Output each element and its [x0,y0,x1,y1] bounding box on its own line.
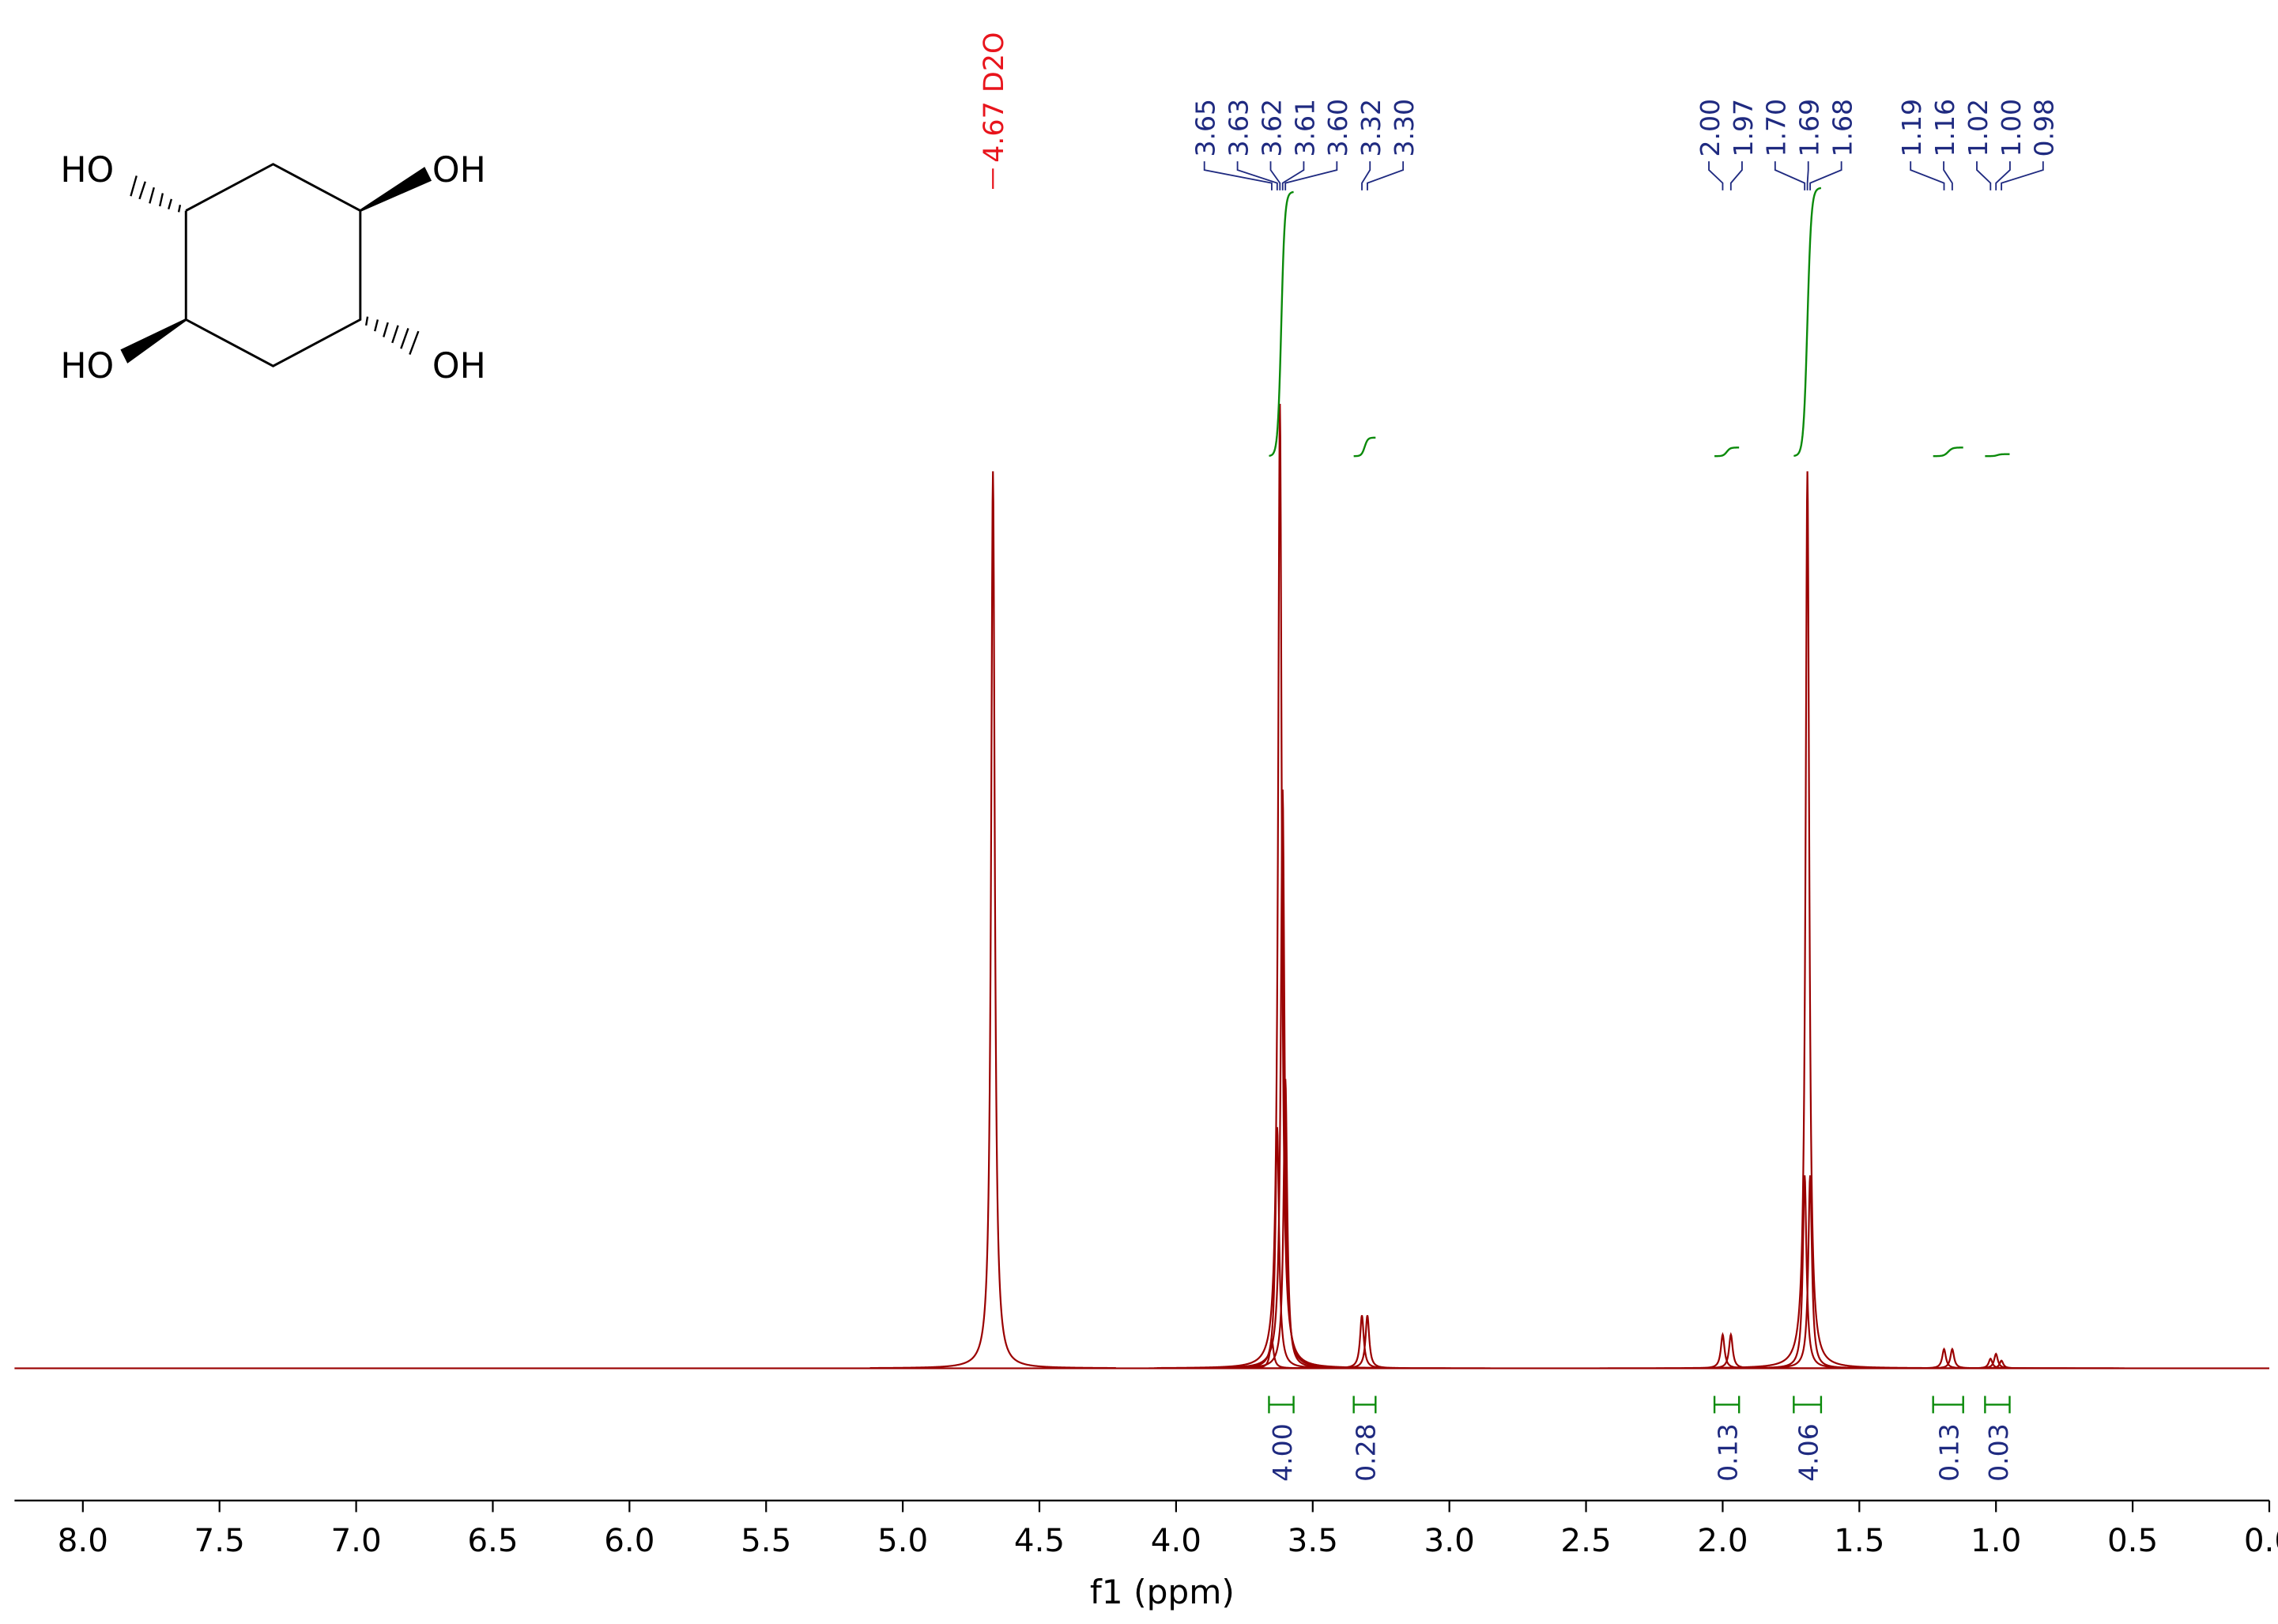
hashed-bond [130,175,182,213]
peak-label-connector [1910,161,1945,190]
peak-label: 1.16 [1929,99,1960,157]
peak-label: 1.68 [1827,99,1858,157]
atom-label: HO [60,150,114,190]
integral-curve [1269,190,1294,458]
peak-label-connector [1367,161,1405,190]
atom-label: OH [432,346,486,386]
integral-label: 4.06 [1793,1423,1824,1482]
peak-label: 3.30 [1389,99,1420,157]
peak-label: 3.61 [1289,99,1320,157]
peak [1608,1332,1854,1370]
integral-bracket [1268,1396,1295,1414]
integral-label: 0.03 [1983,1423,2014,1482]
x-tick-label: 3.5 [1288,1521,1338,1559]
peak-label-connector [1774,161,1806,190]
peak [869,471,1116,1370]
integral-curve [1353,436,1376,458]
peak-label: 0.98 [2029,99,2060,157]
x-tick-label: 8.0 [58,1521,108,1559]
peak-label-connector [1809,161,1842,190]
peak [1599,1332,1846,1370]
atom-label: HO [60,346,114,386]
integral-bracket [1713,1396,1741,1414]
peak [1162,1079,1409,1370]
x-tick-label: 5.0 [877,1521,928,1559]
x-tick-label: 4.0 [1151,1521,1201,1559]
x-tick-label: 6.5 [467,1521,518,1559]
peak-label-connector [1729,161,1743,190]
x-tick-label: 5.5 [741,1521,791,1559]
x-tick-label: 6.0 [604,1521,654,1559]
peak-label: 3.60 [1322,99,1353,157]
peak-label-connector [1203,161,1273,190]
x-tick-label: 1.5 [1834,1521,1884,1559]
peak-label-connector [1708,161,1724,190]
peak-label: 1.69 [1794,99,1825,157]
peak-label-connector [1281,161,1305,190]
peak-label: 2.00 [1695,99,1725,157]
peak-label-connector [1284,161,1338,190]
peak-label: 3.62 [1256,99,1287,157]
peak [1878,1359,2125,1370]
integral-label: 0.13 [1712,1423,1743,1482]
solvent-label: 4.67 D2O [979,32,1010,163]
x-tick-label: 2.5 [1560,1521,1611,1559]
x-tick-label: 0.5 [2107,1521,2158,1559]
atom-label: OH [432,150,486,190]
peak-label: 1.02 [1963,99,1993,157]
peak-label-connector [2001,161,2044,190]
integral-label: 4.00 [1267,1423,1298,1482]
integral-bracket [1352,1396,1377,1414]
peak [1244,1315,1491,1370]
peak-label-connector [1976,161,1992,190]
peak-label-connector [1943,161,1953,190]
peak-label-connector [1995,161,2011,190]
peak-label: 1.19 [1896,99,1927,157]
peak-label: 3.32 [1356,99,1386,157]
integral-bracket [1793,1396,1823,1414]
integral-bracket [1932,1396,1964,1414]
x-tick-label: 3.0 [1424,1521,1475,1559]
x-tick-label: 4.5 [1014,1521,1065,1559]
integral-curve [1793,187,1822,458]
x-tick-label: 0.0 [2244,1521,2278,1559]
peak [1156,404,1403,1370]
integral-curve [1985,453,2010,458]
peak-label: 1.97 [1728,99,1759,157]
wedge-bond [120,318,187,364]
peak [1684,471,1931,1370]
peak-label-connector [1269,161,1281,190]
x-tick-label: 2.0 [1697,1521,1748,1559]
peak-label: 1.70 [1761,99,1792,157]
ring [184,163,362,367]
hashed-bond [365,316,420,355]
peak-label: 1.00 [1996,99,2027,157]
x-tick-label: 1.0 [1971,1521,2021,1559]
integral-curve [1714,447,1740,458]
peak-label: 3.63 [1223,99,1254,157]
x-tick-label: 7.5 [194,1521,245,1559]
x-tick-label: 7.0 [330,1521,381,1559]
peak [1820,1347,2068,1370]
peak [1829,1347,2076,1370]
peak-label-connector [1361,161,1371,190]
integral-label: 0.28 [1350,1423,1381,1482]
x-axis-label: f1 (ppm) [1090,1573,1235,1611]
wedge-bond [360,167,432,212]
integral-bracket [1984,1396,2011,1414]
peak-label: 3.65 [1190,99,1221,157]
peak-label-connector [1236,161,1278,190]
molecule [120,163,432,367]
integral-curve [1933,447,1963,458]
integral-label: 0.13 [1934,1423,1965,1482]
